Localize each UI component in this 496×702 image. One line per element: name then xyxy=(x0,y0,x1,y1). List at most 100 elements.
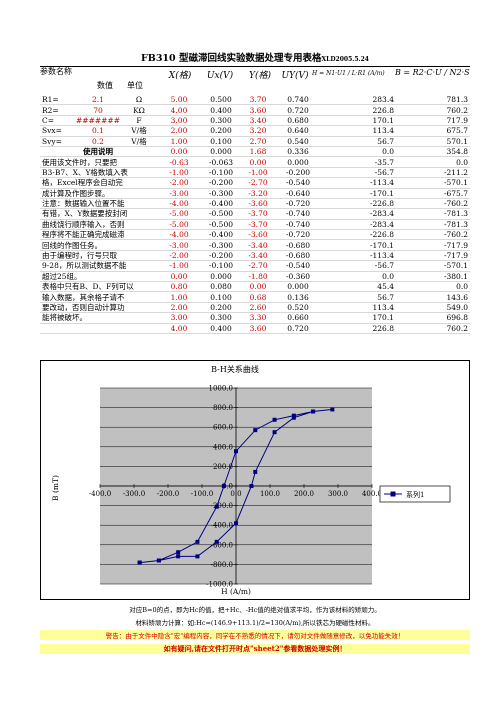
y-value[interactable]: 3.60 xyxy=(240,323,276,335)
y-tick-label: -800.0 xyxy=(211,561,233,569)
h-value: -35.7 xyxy=(320,156,396,168)
h-value: 0.0 xyxy=(320,146,396,158)
y-value[interactable]: 2.60 xyxy=(240,302,276,314)
uy-value: -0.740 xyxy=(276,219,320,231)
table-row: 由于编程时，行号只取 -2.00 -0.200 -3.40 -0.680 -113.4 -7… xyxy=(40,250,470,262)
y-value[interactable]: -2.70 xyxy=(240,177,276,189)
y-value[interactable]: -3.60 xyxy=(240,198,276,210)
param-value[interactable]: ####### xyxy=(74,115,122,127)
param-name: Svx= xyxy=(40,125,74,137)
y-value[interactable]: -3.70 xyxy=(240,219,276,231)
x-value[interactable]: -0.63 xyxy=(156,156,202,168)
h-value: -226.8 xyxy=(320,229,396,241)
param-value[interactable]: 2.1 xyxy=(74,95,122,106)
b-value: -570.1 xyxy=(396,260,470,272)
ux-value: 0.400 xyxy=(202,323,240,335)
param-name: R2= xyxy=(40,104,74,116)
y-value[interactable]: 3.60 xyxy=(240,104,276,116)
param-value[interactable]: 70 xyxy=(74,104,122,116)
x-value[interactable]: -4.00 xyxy=(156,229,202,241)
table-row: 使用说明 0.00 0.000 1.68 0.336 0.0 354.8 xyxy=(40,146,470,158)
table-row: 使用该文件时，只要把 -0.63 -0.063 0.00 0.000 -35.7 0.0 xyxy=(40,156,470,168)
h-value: 226.8 xyxy=(320,104,396,116)
table-row: 程序将不能正确完成磁滞 -4.00 -0.400 -3.60 -0.720 -226.8-… xyxy=(40,229,470,241)
uy-value: -0.640 xyxy=(276,188,320,199)
x-value[interactable]: 2.00 xyxy=(156,125,202,137)
x-value[interactable]: 3.00 xyxy=(156,312,202,324)
uy-value: -0.360 xyxy=(276,271,320,283)
x-value[interactable]: 1.00 xyxy=(156,136,202,147)
param-value[interactable]: 0.2 xyxy=(74,136,122,147)
y-tick-label: 1000.0 xyxy=(209,385,234,393)
b-value: 696.8 xyxy=(396,312,470,324)
data-point xyxy=(272,430,277,435)
y-value[interactable]: -3.40 xyxy=(240,250,276,262)
x-value[interactable]: -3.00 xyxy=(156,239,202,251)
header-y: Y(格) xyxy=(249,71,271,81)
y-value[interactable]: -2.70 xyxy=(240,260,276,272)
y-value[interactable]: -3.20 xyxy=(240,188,276,199)
x-value[interactable]: -3.00 xyxy=(156,188,202,199)
x-value[interactable]: 0.00 xyxy=(156,271,202,283)
footer-help-link[interactable]: 如有疑问,请在文件打开时点"sheet2"参看数据处理实例！ xyxy=(40,644,470,654)
y-value[interactable]: 2.70 xyxy=(240,136,276,147)
b-value: -760.2 xyxy=(396,198,470,210)
x-value[interactable]: 0.80 xyxy=(156,281,202,293)
y-value[interactable]: -1.80 xyxy=(240,271,276,283)
x-value[interactable]: -2.00 xyxy=(156,177,202,189)
note-line xyxy=(40,323,156,335)
y-value[interactable]: -3.40 xyxy=(240,239,276,251)
y-value[interactable]: -3.70 xyxy=(240,208,276,220)
y-value[interactable]: 0.00 xyxy=(240,281,276,293)
table-row: 要改动，否则自动计算功 2.00 0.200 2.60 0.520 113.4 549.0 xyxy=(40,302,470,314)
ux-value: 0.200 xyxy=(202,302,240,314)
x-value[interactable]: 2.00 xyxy=(156,302,202,314)
x-value[interactable]: -1.00 xyxy=(156,260,202,272)
page-title: FB310 型磁滞回线实验数据处理专用表格XLD2005.5.24 xyxy=(40,50,470,67)
y-value[interactable]: 3.70 xyxy=(240,95,276,106)
legend-marker xyxy=(390,491,396,497)
h-value: 56.7 xyxy=(320,291,396,303)
y-value[interactable]: 0.00 xyxy=(240,156,276,168)
footer-note-2: 材料矫顽力计算：如:Hc=(146.9+113.1)/2=130(A/m),所以… xyxy=(135,619,375,627)
y-value[interactable]: 3.20 xyxy=(240,125,276,137)
b-value: -717.9 xyxy=(396,250,470,262)
x-value[interactable]: -4.00 xyxy=(156,198,202,210)
y-value[interactable]: -3.60 xyxy=(240,229,276,241)
y-tick-label: 600.0 xyxy=(213,424,233,432)
y-value[interactable]: -1.00 xyxy=(240,167,276,179)
data-point xyxy=(214,539,219,544)
b-value: -380.1 xyxy=(396,271,470,283)
ux-value: -0.100 xyxy=(202,260,240,272)
uy-value: 0.640 xyxy=(276,125,320,137)
uy-value: -0.680 xyxy=(276,250,320,262)
table-row: 曲线饶行顺序输入，否则 -5.00 -0.500 -3.70 -0.740 -283.4-… xyxy=(40,219,470,231)
notes-title: 使用说明 xyxy=(40,146,156,158)
footer-warning: 警告：由于文件中隐含"宏"编程内容，同学在不熟悉的情况下，请勿对文件做随意修改，… xyxy=(40,630,470,640)
x-value[interactable]: 0.00 xyxy=(156,146,202,158)
ux-value: -0.400 xyxy=(202,229,240,241)
y-value[interactable]: 0.68 xyxy=(240,291,276,303)
header-param: 参数名称 xyxy=(40,67,72,76)
table-row: 能将被破坏。 3.00 0.300 3.30 0.660 170.1 696.8 xyxy=(40,312,470,324)
x-value[interactable]: 4.00 xyxy=(156,323,202,335)
x-value[interactable]: 3.00 xyxy=(156,115,202,127)
x-value[interactable]: -5.00 xyxy=(156,208,202,220)
param-value[interactable]: 0.1 xyxy=(74,125,122,137)
x-value[interactable]: 4.00 xyxy=(156,104,202,116)
series-points xyxy=(137,407,335,565)
x-tick-label: -200.0 xyxy=(157,490,179,498)
x-tick-label: 400.0 xyxy=(362,490,382,498)
x-value[interactable]: 1.00 xyxy=(156,291,202,303)
uy-value: 0.720 xyxy=(276,104,320,116)
h-value: -283.4 xyxy=(320,219,396,231)
b-value: 781.3 xyxy=(396,95,470,106)
x-value[interactable]: -1.00 xyxy=(156,167,202,179)
ux-value: 0.200 xyxy=(202,125,240,137)
x-value[interactable]: -5.00 xyxy=(156,219,202,231)
y-value[interactable]: 3.30 xyxy=(240,312,276,324)
y-value[interactable]: 3.40 xyxy=(240,115,276,127)
x-value[interactable]: 5.00 xyxy=(156,95,202,106)
y-value[interactable]: 1.68 xyxy=(240,146,276,158)
x-value[interactable]: -2.00 xyxy=(156,250,202,262)
